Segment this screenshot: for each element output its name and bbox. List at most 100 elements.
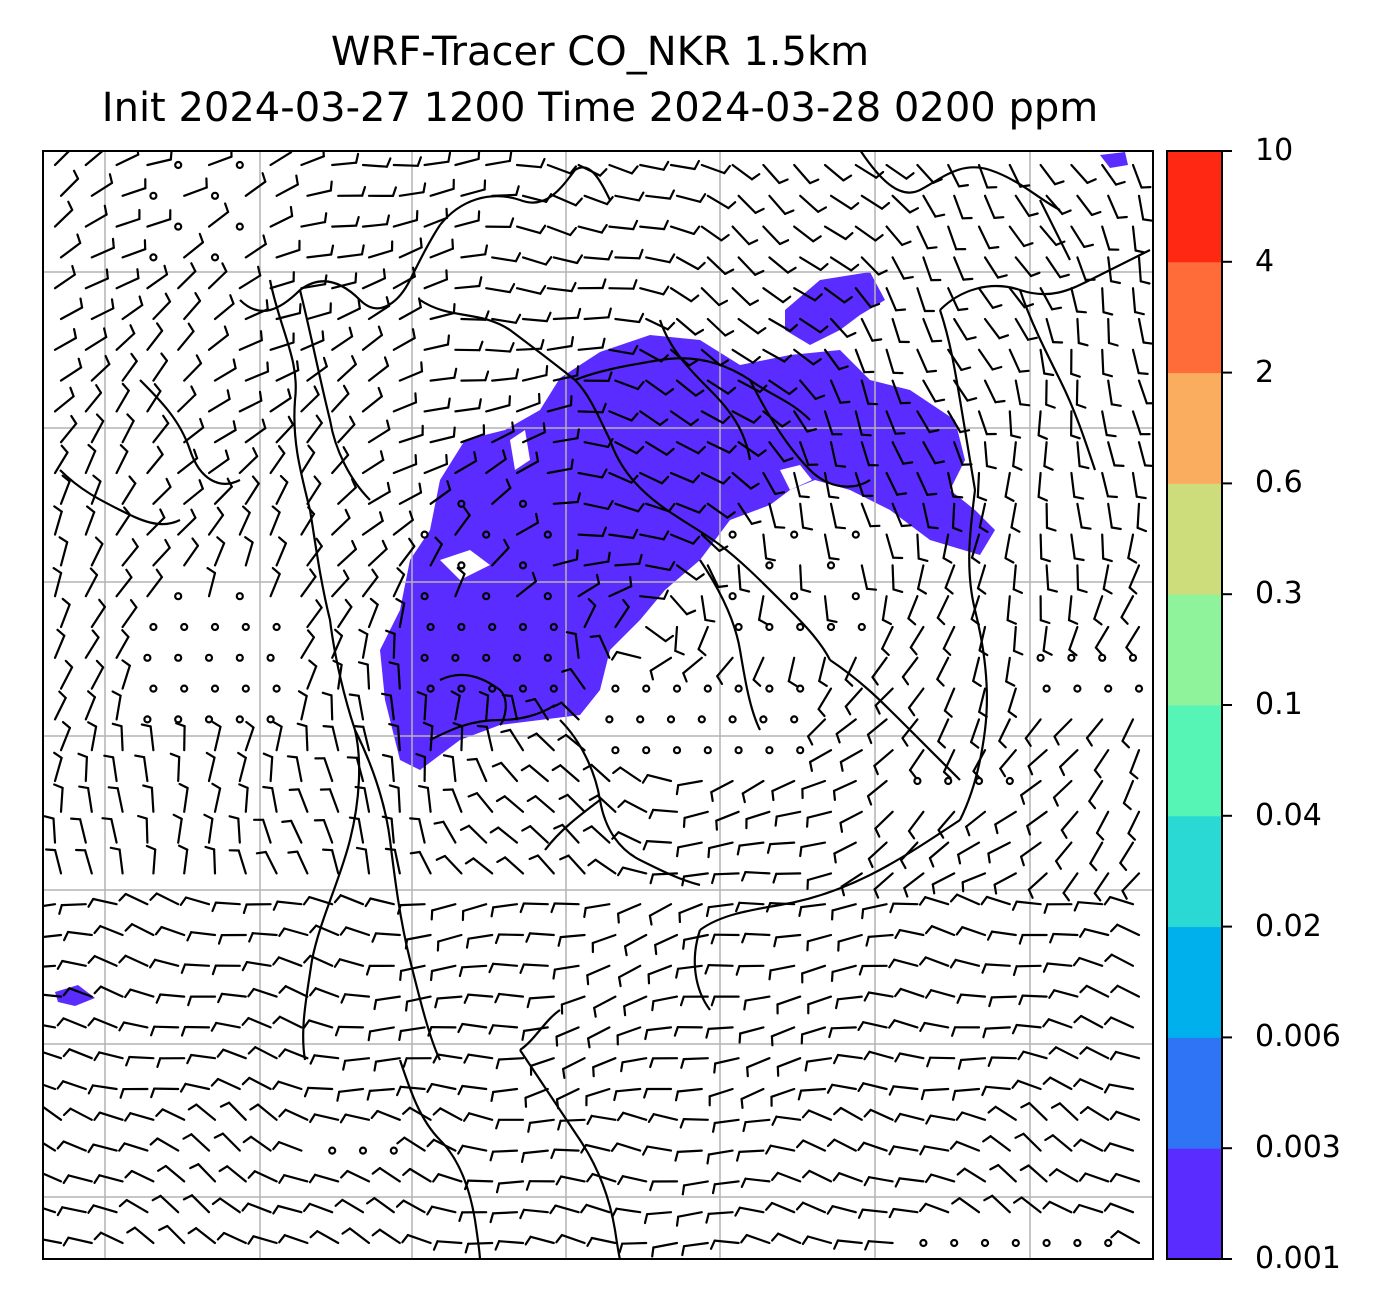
wind-barb-shaft	[560, 995, 586, 1006]
wind-barb-shaft	[59, 422, 78, 444]
wind-barb-flag	[187, 1227, 198, 1235]
wind-barb-shaft	[430, 1082, 457, 1091]
wind-barb-flag	[430, 909, 434, 921]
wind-barb-flag	[704, 963, 710, 975]
wind-barb-shaft	[122, 1021, 149, 1029]
wind-barb-flag	[278, 985, 287, 994]
wind-barb-shaft	[183, 186, 208, 197]
wind-barb-shaft	[707, 1026, 734, 1031]
wind-barb-shaft	[916, 225, 929, 250]
wind-barb-shaft	[621, 866, 648, 875]
wind-barb-shaft	[86, 786, 93, 813]
wind-barb-flag	[867, 857, 874, 869]
wind-barb-shaft	[429, 435, 455, 444]
wind-barb-shaft	[983, 194, 996, 219]
wind-barb-flag	[307, 506, 316, 516]
wind-barb-flag	[928, 429, 940, 434]
wind-barb-shaft	[713, 1180, 740, 1186]
wind-barb-shaft	[59, 541, 69, 567]
wind-barb-flag	[370, 1109, 379, 1120]
wind-barb-shaft	[706, 502, 729, 519]
wind-barb-shaft	[806, 810, 833, 819]
wind-barb-shaft	[146, 218, 172, 228]
wind-barb-flag	[694, 328, 705, 336]
wind-barb-flag	[340, 1169, 349, 1179]
wind-barb-flag	[72, 328, 78, 340]
wind-barb-shaft	[762, 163, 781, 185]
wind-barb-shaft	[860, 564, 869, 590]
wind-barb-flag	[812, 235, 822, 243]
wind-barb-shaft	[840, 872, 863, 888]
wind-barb-flag	[969, 740, 980, 749]
wind-barb-shaft	[306, 421, 323, 444]
wind-barb-shaft	[207, 270, 228, 290]
wind-barb-flag	[582, 825, 593, 832]
wind-barb-flag	[27, 1023, 31, 1031]
colorbar-segment	[1167, 372, 1222, 484]
wind-barb-shaft	[1045, 256, 1062, 279]
wind-barb-shaft	[367, 364, 390, 382]
wind-barb-flag	[527, 732, 538, 739]
wind-barb-shaft	[645, 256, 671, 264]
wind-barb-shaft	[799, 256, 822, 271]
wind-barb-flag	[1102, 587, 1113, 595]
wind-barb-shaft	[1129, 749, 1141, 774]
wind-barb-flag	[674, 1150, 679, 1162]
wind-barb-shaft	[498, 1240, 525, 1245]
wind-barb-shaft	[515, 460, 540, 475]
wind-barb-flag	[651, 1246, 655, 1258]
calm-wind-marker	[913, 776, 922, 786]
wind-barb-shaft	[823, 225, 847, 241]
wind-barb-flag	[1073, 901, 1080, 912]
wind-barb-flag	[514, 368, 520, 380]
wind-barb-flag	[344, 508, 351, 520]
wind-barb-flag	[526, 795, 537, 803]
wind-barb-flag	[555, 1233, 564, 1244]
wind-barb-flag	[601, 526, 608, 538]
wind-barb-flag	[315, 537, 323, 548]
wind-barb-shaft	[922, 441, 937, 465]
wind-barb-flag	[805, 816, 809, 828]
wind-barb-flag	[140, 723, 152, 728]
wind-barb-shaft	[442, 820, 457, 844]
wind-barb-flag	[1010, 526, 1021, 533]
wind-barb-shaft	[590, 1114, 617, 1121]
wind-barb-shaft	[84, 277, 109, 290]
calm-wind-marker	[980, 1238, 990, 1248]
wind-barb-flag	[812, 358, 822, 366]
wind-barb-shaft	[829, 194, 853, 210]
wind-barb-shaft	[731, 225, 751, 246]
wind-barb-flag	[342, 446, 350, 457]
wind-barb-flag	[411, 328, 416, 340]
wind-barb-shaft	[552, 194, 577, 207]
wind-barb-shaft	[115, 217, 141, 228]
calm-wind-marker	[235, 715, 244, 724]
wind-barb-flag	[900, 524, 912, 528]
wind-barb-flag	[575, 549, 579, 561]
wind-barb-shaft	[460, 253, 487, 259]
wind-barb-shaft	[806, 933, 833, 943]
wind-barb-shaft	[683, 810, 709, 820]
wind-barb-shaft	[146, 329, 164, 351]
wind-barb-flag	[721, 415, 731, 424]
wind-barb-flag	[724, 330, 735, 337]
wind-barb-flag	[586, 974, 590, 986]
wind-barb-shaft	[374, 1057, 401, 1063]
wind-barb-flag	[598, 168, 608, 177]
wind-barb-flag	[716, 675, 724, 686]
wind-barb-flag	[1129, 771, 1139, 780]
wind-barb-flag	[1105, 433, 1117, 438]
wind-barb-shaft	[392, 275, 416, 290]
wind-barb-flag	[607, 250, 614, 261]
wind-barb-shaft	[215, 1021, 241, 1029]
wind-barb-shaft	[823, 595, 829, 622]
wind-barb-flag	[756, 327, 767, 335]
wind-barb-shaft	[290, 819, 303, 844]
wind-barb-flag	[241, 1202, 250, 1212]
wind-barb-flag	[1077, 341, 1089, 347]
wind-barb-flag	[272, 956, 280, 966]
wind-barb-flag	[1029, 271, 1041, 278]
wind-barb-flag	[787, 680, 798, 688]
calm-wind-marker	[420, 653, 429, 662]
wind-barb-flag	[463, 993, 470, 1004]
